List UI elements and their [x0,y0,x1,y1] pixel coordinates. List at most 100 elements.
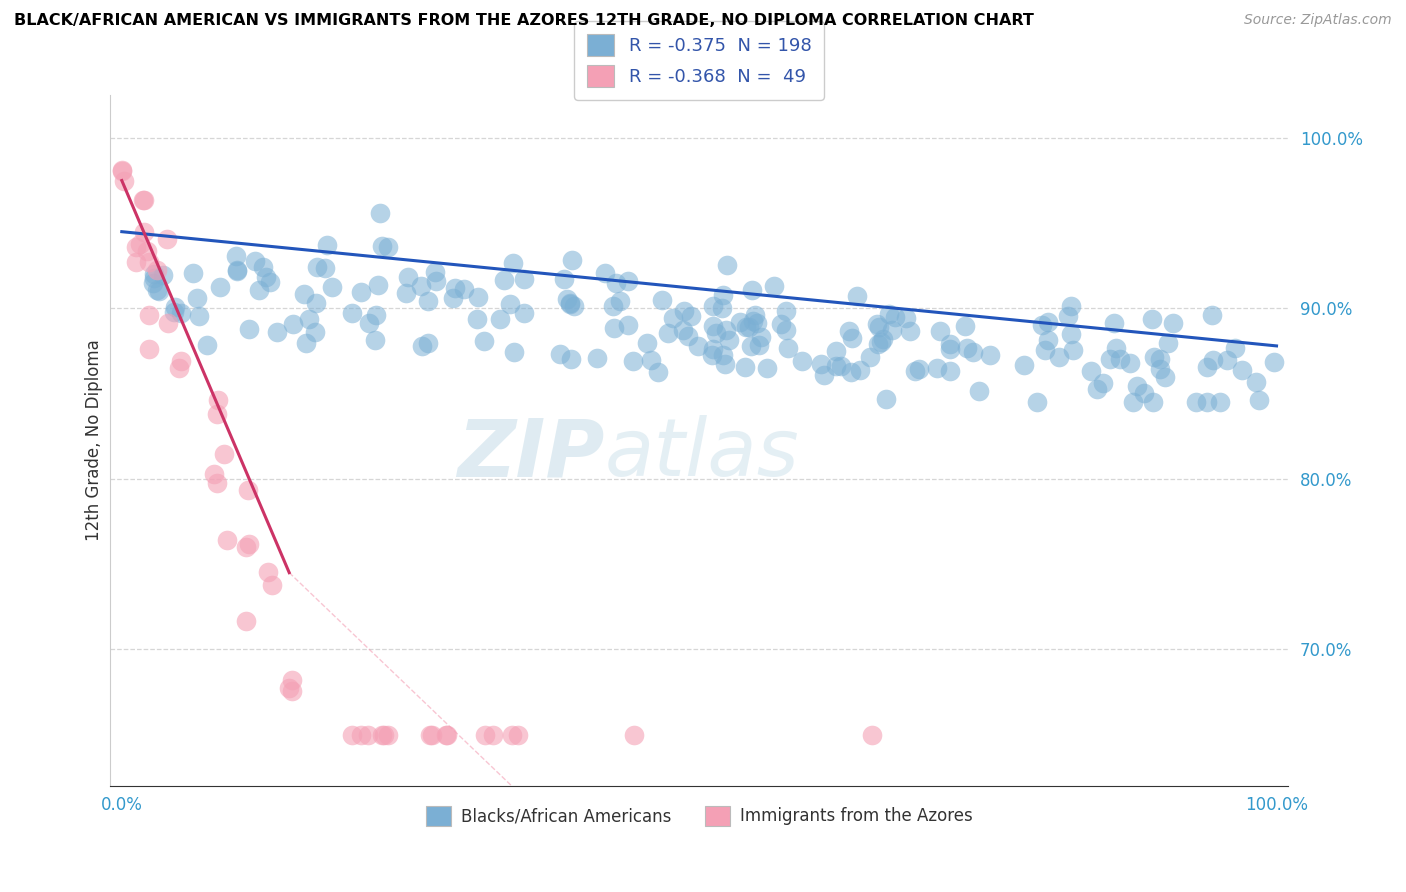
Point [603,320,626,334]
Point [292,287,315,301]
Point [711,287,734,301]
Point [1133,385,1156,400]
Point [321,280,343,294]
Point [142,276,165,290]
Text: Source: ZipAtlas.com: Source: ZipAtlas.com [1244,13,1392,28]
Point [602,299,624,313]
Point [962,344,984,359]
Point [225,262,247,277]
Point [359,317,381,331]
Point [710,301,733,316]
Point [790,354,813,368]
Point [702,342,724,356]
Point [420,728,443,742]
Point [775,304,797,318]
Point [444,280,467,294]
Point [170,354,193,368]
Point [875,392,897,406]
Point [152,268,174,282]
Point [714,357,737,371]
Point [738,320,761,334]
Point [418,293,440,308]
Point [254,270,277,285]
Point [502,256,524,270]
Point [281,684,304,698]
Point [868,337,890,351]
Point [314,260,336,275]
Point [1091,376,1114,390]
Point [762,278,785,293]
Point [436,728,458,742]
Point [513,306,536,320]
Point [207,392,229,407]
Point [494,273,516,287]
Point [419,728,441,742]
Point [157,316,180,330]
Point [377,239,399,253]
Point [112,174,135,188]
Point [163,300,186,314]
Point [1223,341,1246,355]
Point [377,728,399,742]
Point [371,728,394,742]
Point [742,314,765,328]
Point [364,333,387,347]
Point [711,347,734,361]
Point [681,309,703,323]
Point [136,244,159,258]
Point [205,407,228,421]
Y-axis label: 12th Grade, No Diploma: 12th Grade, No Diploma [86,340,103,541]
Point [841,331,863,345]
Point [195,337,218,351]
Point [138,308,160,322]
Point [894,311,917,326]
Point [1143,350,1166,364]
Point [499,297,522,311]
Point [882,323,904,337]
Point [734,360,756,375]
Point [1080,364,1102,378]
Point [1033,343,1056,357]
Point [839,365,862,379]
Point [1105,341,1128,355]
Point [143,267,166,281]
Point [304,326,326,340]
Point [925,361,948,376]
Text: atlas: atlas [605,416,800,493]
Point [186,291,208,305]
Point [148,284,170,298]
Point [472,334,495,349]
Point [555,292,578,306]
Point [585,351,607,366]
Point [560,352,582,367]
Point [1140,312,1163,326]
Point [865,317,887,331]
Point [969,384,991,399]
Point [884,310,907,324]
Point [278,681,301,696]
Point [860,728,883,742]
Point [735,319,758,334]
Point [132,193,155,207]
Point [1209,395,1232,409]
Point [553,272,575,286]
Point [1249,393,1271,408]
Point [434,728,457,742]
Point [776,341,799,355]
Point [1119,356,1142,370]
Point [217,533,239,547]
Point [295,335,318,350]
Point [956,341,979,355]
Point [979,348,1001,362]
Point [676,329,699,343]
Point [371,239,394,253]
Point [825,343,848,358]
Point [1149,361,1171,376]
Point [1201,308,1223,322]
Point [908,361,931,376]
Point [209,280,232,294]
Point [368,205,391,219]
Point [672,303,695,318]
Point [770,317,793,331]
Point [453,282,475,296]
